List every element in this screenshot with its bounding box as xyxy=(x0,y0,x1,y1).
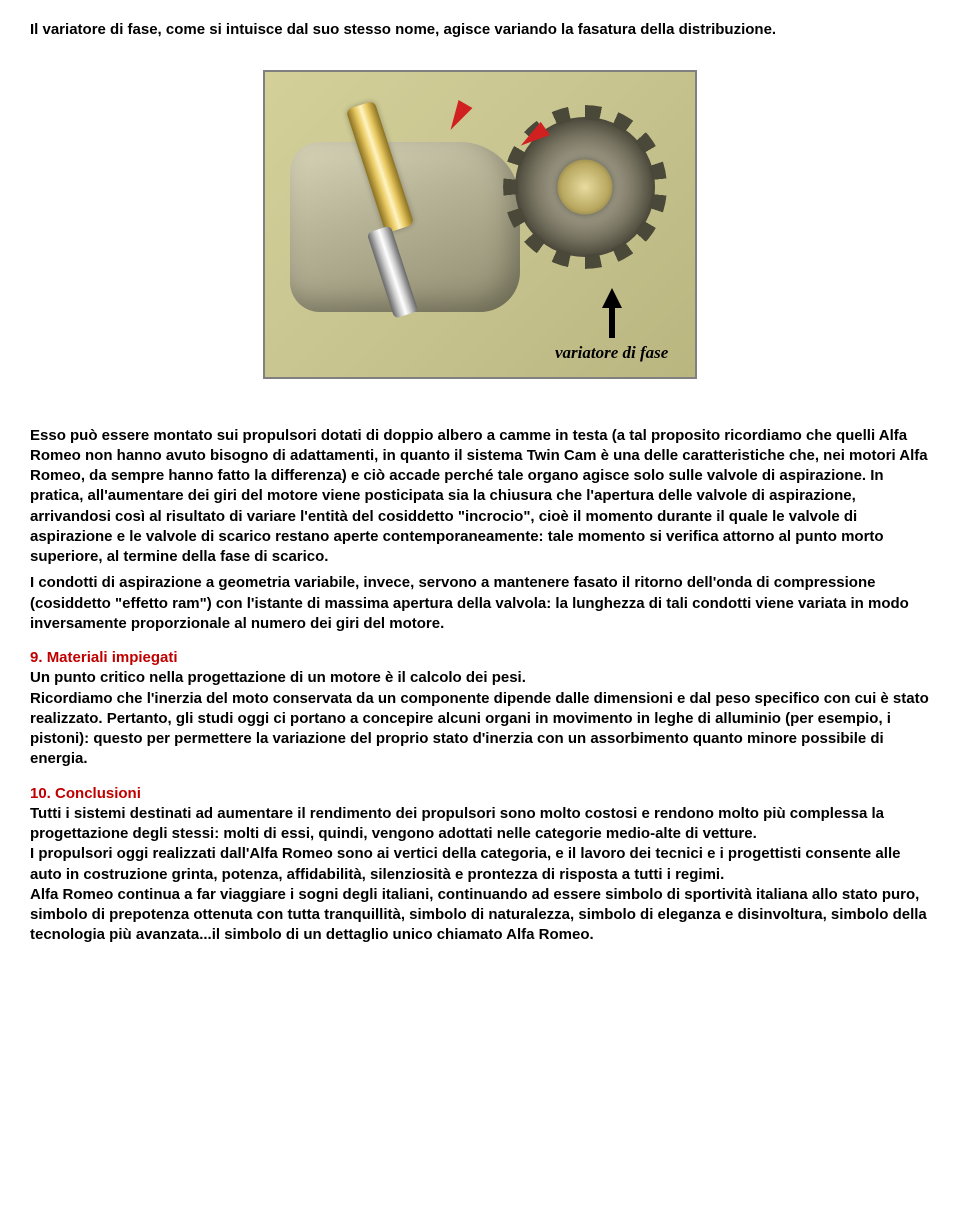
gear-center xyxy=(558,160,613,215)
section-title: Conclusioni xyxy=(55,785,141,802)
section-10-p2: I propulsori oggi realizzati dall'Alfa R… xyxy=(30,845,900,882)
section-9-p1: Un punto critico nella progettazione di … xyxy=(30,669,526,686)
section-10-p3: Alfa Romeo continua a far viaggiare i so… xyxy=(30,886,927,944)
variatore-figure: variatore di fase xyxy=(263,70,697,379)
body-paragraph-1: Esso può essere montato sui propulsori d… xyxy=(30,426,930,568)
section-number: 9. xyxy=(30,649,43,666)
section-9-p2: Ricordiamo che l'inerzia del moto conser… xyxy=(30,690,929,768)
section-10-p1: Tutti i sistemi destinati ad aumentare i… xyxy=(30,805,884,842)
section-10: 10. Conclusioni Tutti i sistemi destinat… xyxy=(30,784,930,946)
figure-caption-text: variatore di fase xyxy=(555,343,668,362)
section-9: 9. Materiali impiegati Un punto critico … xyxy=(30,648,930,770)
figure-caption-arrow: variatore di fase xyxy=(555,288,668,365)
body-paragraph-2: I condotti di aspirazione a geometria va… xyxy=(30,573,930,634)
figure-container: variatore di fase xyxy=(30,70,930,385)
intro-paragraph: Il variatore di fase, come si intuisce d… xyxy=(30,20,930,40)
arrow-stem xyxy=(609,308,615,338)
section-title: Materiali impiegati xyxy=(47,649,178,666)
section-number: 10. xyxy=(30,785,51,802)
red-arrow-icon xyxy=(444,100,473,134)
